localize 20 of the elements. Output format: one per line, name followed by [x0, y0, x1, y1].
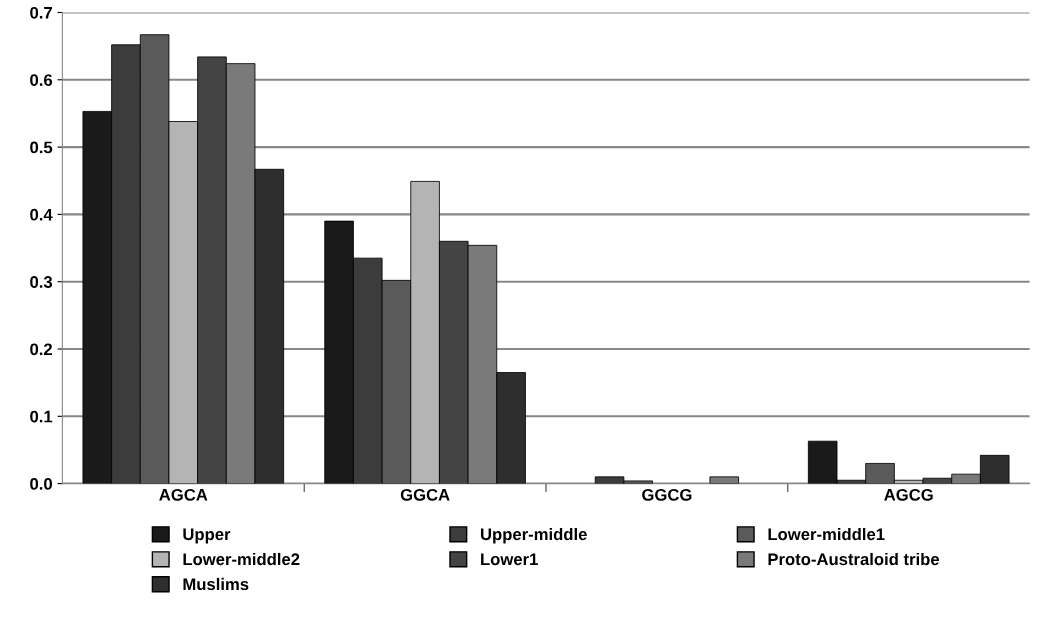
y-tick-label: 0.3	[30, 276, 53, 288]
y-tick-label: 0.1	[30, 410, 53, 423]
y-tick-label: 0.0	[30, 478, 52, 490]
legend-label: Upper	[183, 528, 231, 544]
y-tick-label: 0.6	[30, 74, 53, 86]
y-tick-label: 0.5	[30, 141, 53, 154]
legend-label: Lower-middle2	[183, 552, 300, 566]
legend-label: Lower1	[481, 553, 538, 566]
legend-label: Upper-middle	[480, 527, 587, 544]
legend-label: Muslims	[183, 577, 249, 591]
x-tick-label: AGCG	[884, 488, 933, 501]
y-tick-label: 0.2	[30, 343, 53, 356]
bar	[709, 476, 739, 484]
legend-label: Lower-middle1	[768, 527, 885, 541]
x-tick-label: AGCA	[159, 488, 208, 501]
x-tick-label: GGCA	[400, 488, 450, 501]
y-tick-label: 0.7	[30, 6, 52, 19]
x-tick-label: GGCG	[642, 488, 692, 501]
legend-label: Proto-Australoid tribe	[768, 552, 940, 566]
y-tick-label: 0.4	[30, 208, 53, 221]
